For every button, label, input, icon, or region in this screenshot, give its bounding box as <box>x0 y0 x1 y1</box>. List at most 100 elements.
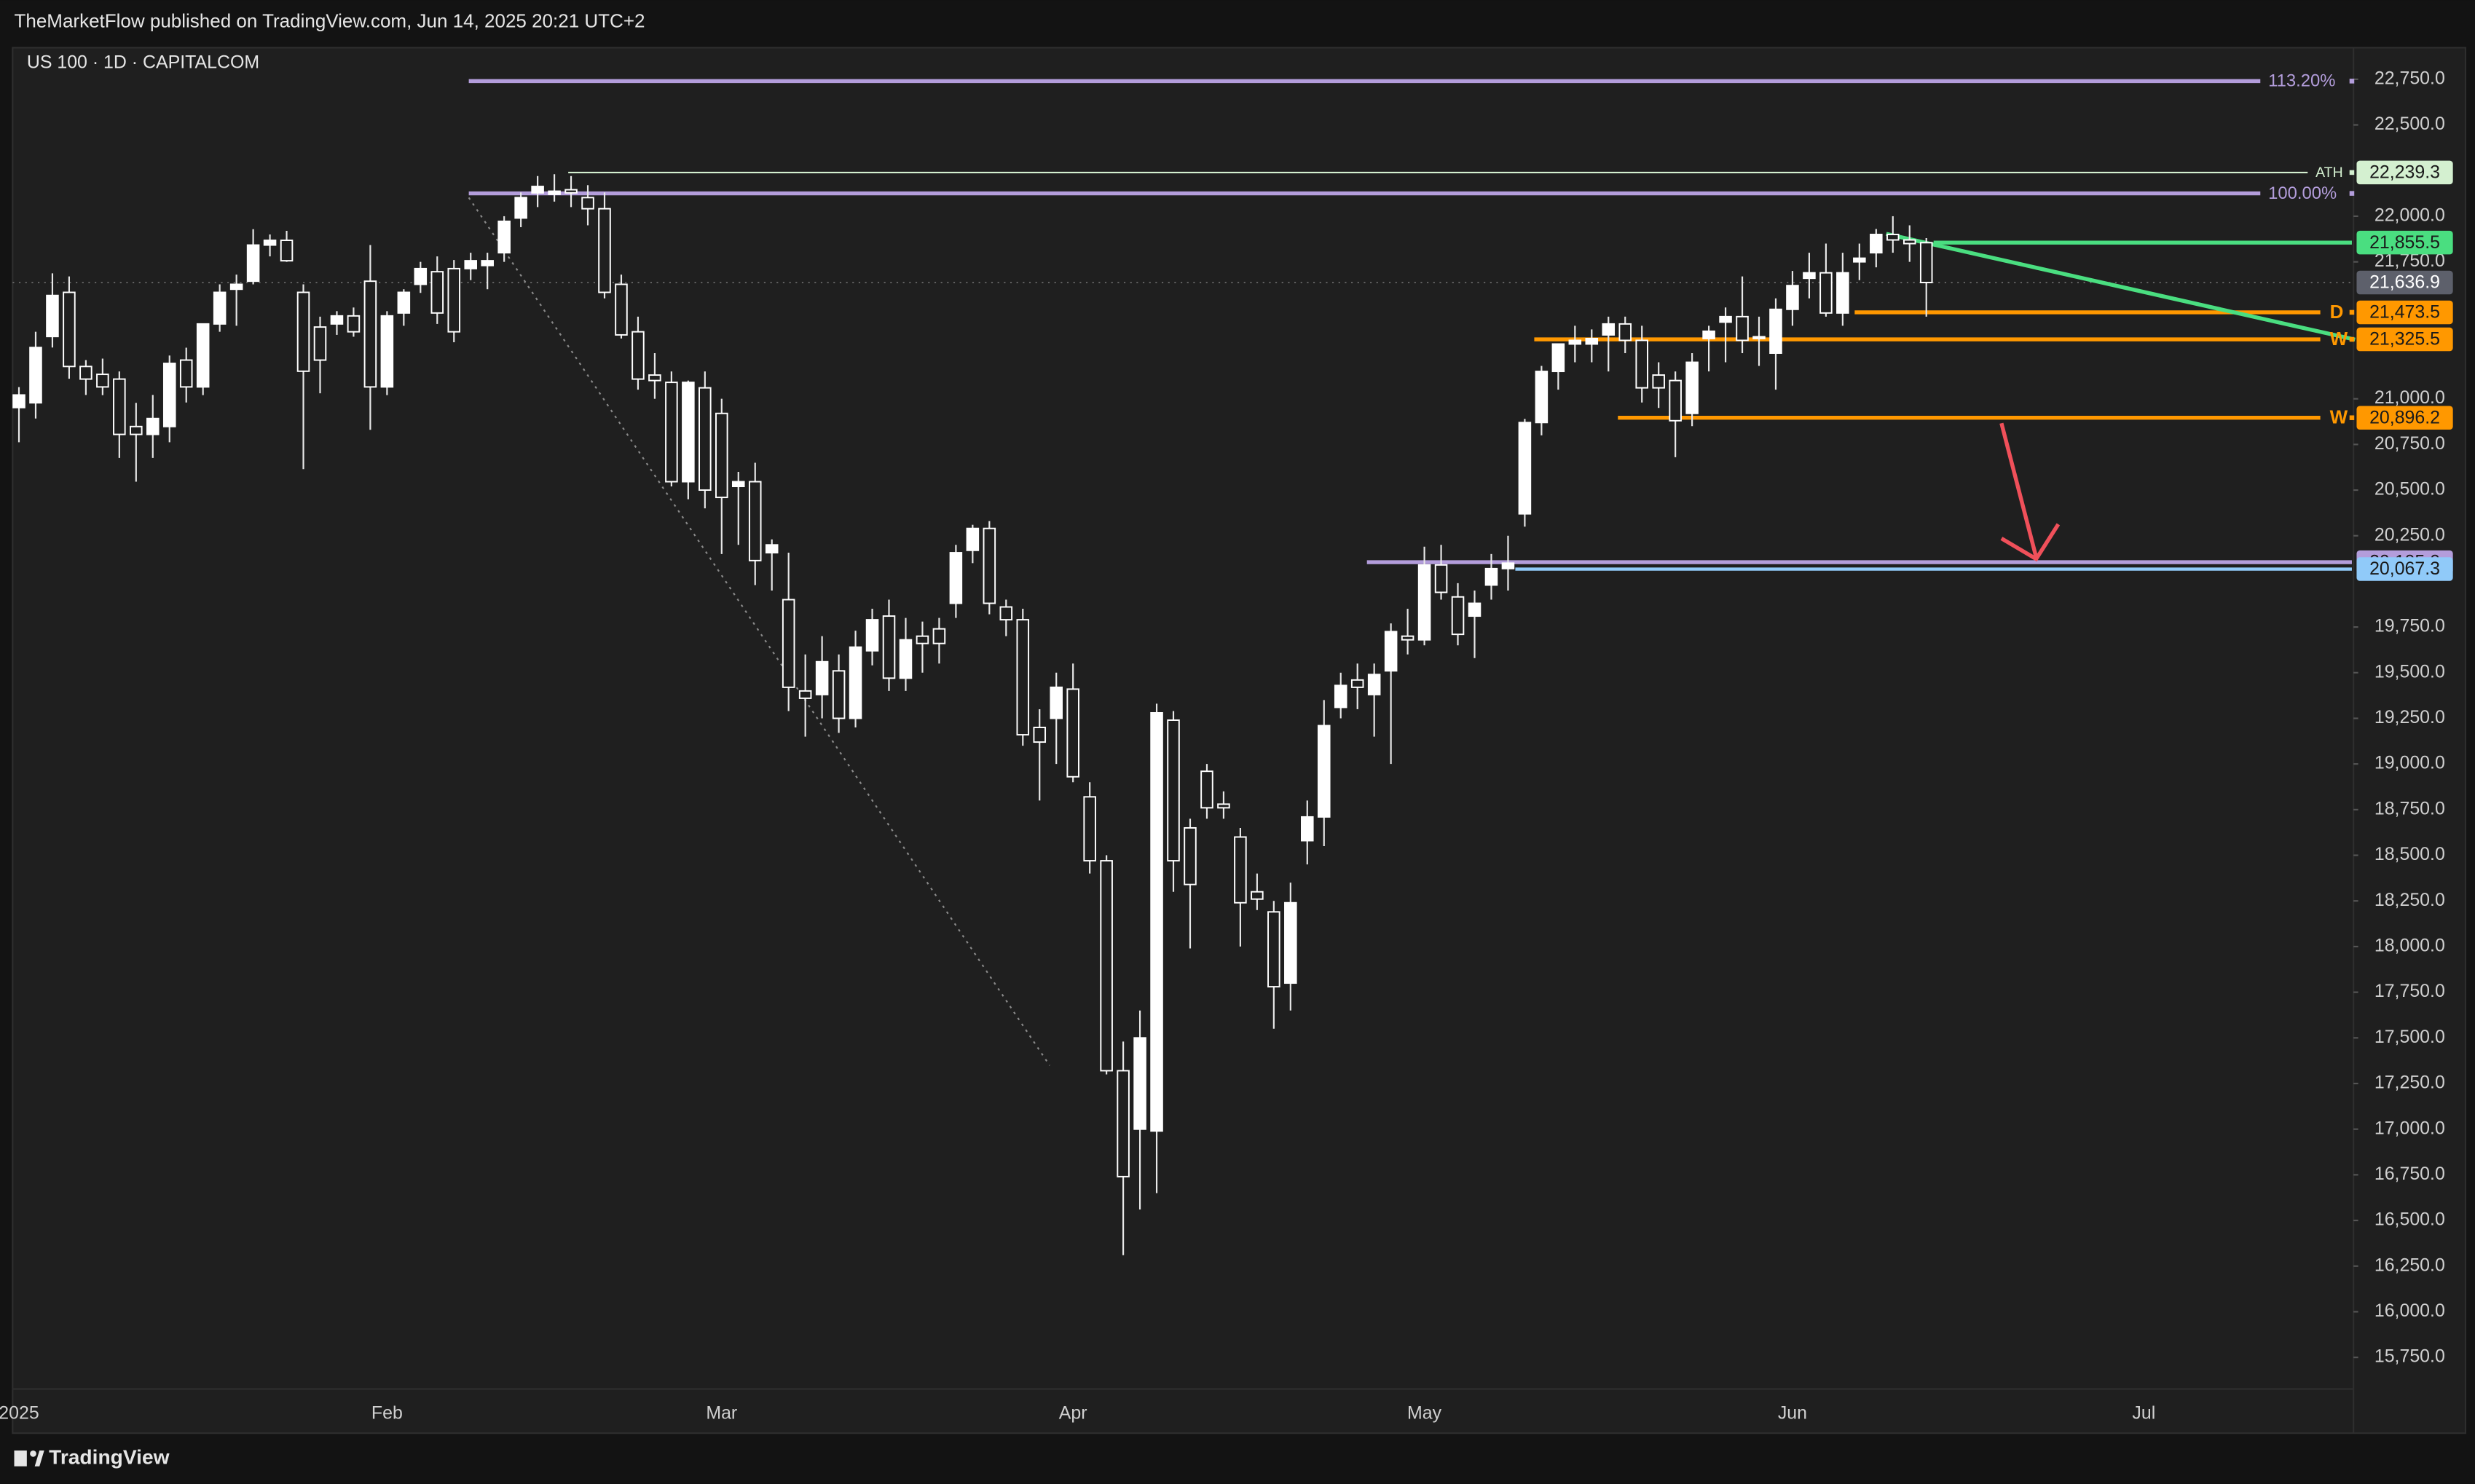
level-dot <box>2349 415 2355 420</box>
candle-body <box>63 291 76 368</box>
candle-body <box>196 323 210 388</box>
candle-body <box>246 244 260 283</box>
candle-body <box>162 363 176 427</box>
candle-body <box>430 271 444 314</box>
level-tag: W <box>2330 406 2348 428</box>
candle-body <box>229 283 243 291</box>
candle-body <box>280 240 294 262</box>
price-label-box <box>2356 557 2453 581</box>
candle-body <box>313 326 327 361</box>
x-tick-label: Apr <box>1059 1403 1087 1424</box>
candle-body <box>1217 803 1230 809</box>
candle-body <box>1870 234 1883 254</box>
y-tick-label: 16,750.0 <box>2374 1164 2445 1184</box>
level-tag: W <box>2330 328 2348 350</box>
candle-body <box>1551 343 1565 373</box>
candle-body <box>1451 596 1465 636</box>
candle-body <box>1786 285 1799 310</box>
y-tick-label: 16,000.0 <box>2374 1301 2445 1321</box>
x-tick-label: 2025 <box>0 1403 39 1424</box>
price-label-box <box>2356 270 2453 295</box>
arrow-shaft <box>1999 422 2039 559</box>
drawings <box>468 197 2356 1066</box>
x-tick-label: Feb <box>371 1403 403 1424</box>
trend-line <box>1886 232 2356 342</box>
candle-body <box>1350 679 1364 688</box>
y-tick-label: 16,250.0 <box>2374 1255 2445 1275</box>
chart-pane <box>12 47 2467 1434</box>
candle-body <box>1301 816 1314 842</box>
level-dot <box>2349 336 2355 342</box>
level-dot <box>2349 170 2355 175</box>
price-label-box <box>2356 300 2453 325</box>
candle-body <box>648 374 661 382</box>
candle-body <box>1702 330 1715 339</box>
candle-body <box>1334 684 1347 709</box>
y-tick-label: 20,500.0 <box>2374 479 2445 500</box>
candle-body <box>815 660 829 695</box>
candle-body <box>1050 686 1063 719</box>
candle-body <box>1317 725 1331 818</box>
candle-body <box>1853 257 1866 263</box>
candle-body <box>782 599 795 688</box>
y-tick-label: 17,500.0 <box>2374 1027 2445 1047</box>
candle-body <box>1736 315 1749 342</box>
candle-body <box>731 481 745 488</box>
price-label: 20,896.2 <box>2369 407 2440 427</box>
candle-body <box>1602 323 1616 336</box>
y-tick-label: 20,250.0 <box>2374 524 2445 545</box>
candle-body <box>414 267 428 285</box>
candle-body <box>1919 242 1933 283</box>
candle-body <box>1184 826 1197 885</box>
candle-body <box>765 544 779 554</box>
candle-body <box>1234 836 1247 904</box>
x-tick-label: Jul <box>2132 1403 2155 1424</box>
candle-body <box>1803 272 1816 280</box>
candle-body <box>1251 891 1264 900</box>
candle-body <box>682 382 695 483</box>
level-tag: 113.20% <box>2268 71 2335 91</box>
candle-body <box>1167 719 1180 862</box>
candle-body <box>699 387 712 492</box>
candle-body <box>1284 901 1297 984</box>
candle-body <box>1484 567 1498 586</box>
price-label: 21,855.5 <box>2369 232 2440 253</box>
price-label-box <box>2356 160 2453 185</box>
candle-body <box>1133 1037 1146 1130</box>
candle-body <box>1367 674 1381 695</box>
y-tick-label: 19,250.0 <box>2374 707 2445 727</box>
level-tag: 100.00% <box>2268 183 2337 203</box>
candle-body <box>1635 339 1648 389</box>
y-tick-label: 22,750.0 <box>2374 68 2445 88</box>
candle-body <box>748 481 762 561</box>
candle-body <box>1267 911 1280 988</box>
price-label-box <box>2356 327 2453 352</box>
price-label: 20,067.3 <box>2369 559 2440 579</box>
candle-body <box>1535 371 1549 424</box>
candle-body <box>1652 374 1665 389</box>
candle-body <box>130 425 143 435</box>
logo-mark <box>30 1451 36 1457</box>
candle-body <box>882 615 896 679</box>
candle-body <box>1033 727 1047 743</box>
candle-body <box>1886 234 1900 241</box>
candle-body <box>1618 323 1632 342</box>
y-tick-label: 18,250.0 <box>2374 890 2445 910</box>
candle-body <box>1685 361 1699 414</box>
price-label: 21,473.5 <box>2369 302 2440 323</box>
candle-body <box>397 291 411 314</box>
candles <box>12 174 1933 1255</box>
candle-body <box>581 197 594 210</box>
candle-body <box>899 639 913 679</box>
brand: TradingView <box>49 1445 169 1468</box>
candle-body <box>1769 308 1782 354</box>
candle-body <box>1016 619 1030 736</box>
candle-body <box>849 646 862 719</box>
chart-title: US 100 · 1D · CAPITALCOM <box>27 52 259 73</box>
published-note: TheMarketFlow published on TradingView.c… <box>15 10 645 32</box>
y-tick-label: 22,500.0 <box>2374 114 2445 134</box>
candle-body <box>966 527 980 551</box>
candle-body <box>12 394 25 409</box>
candle-body <box>999 606 1013 621</box>
price-label: 22,239.3 <box>2369 162 2440 183</box>
